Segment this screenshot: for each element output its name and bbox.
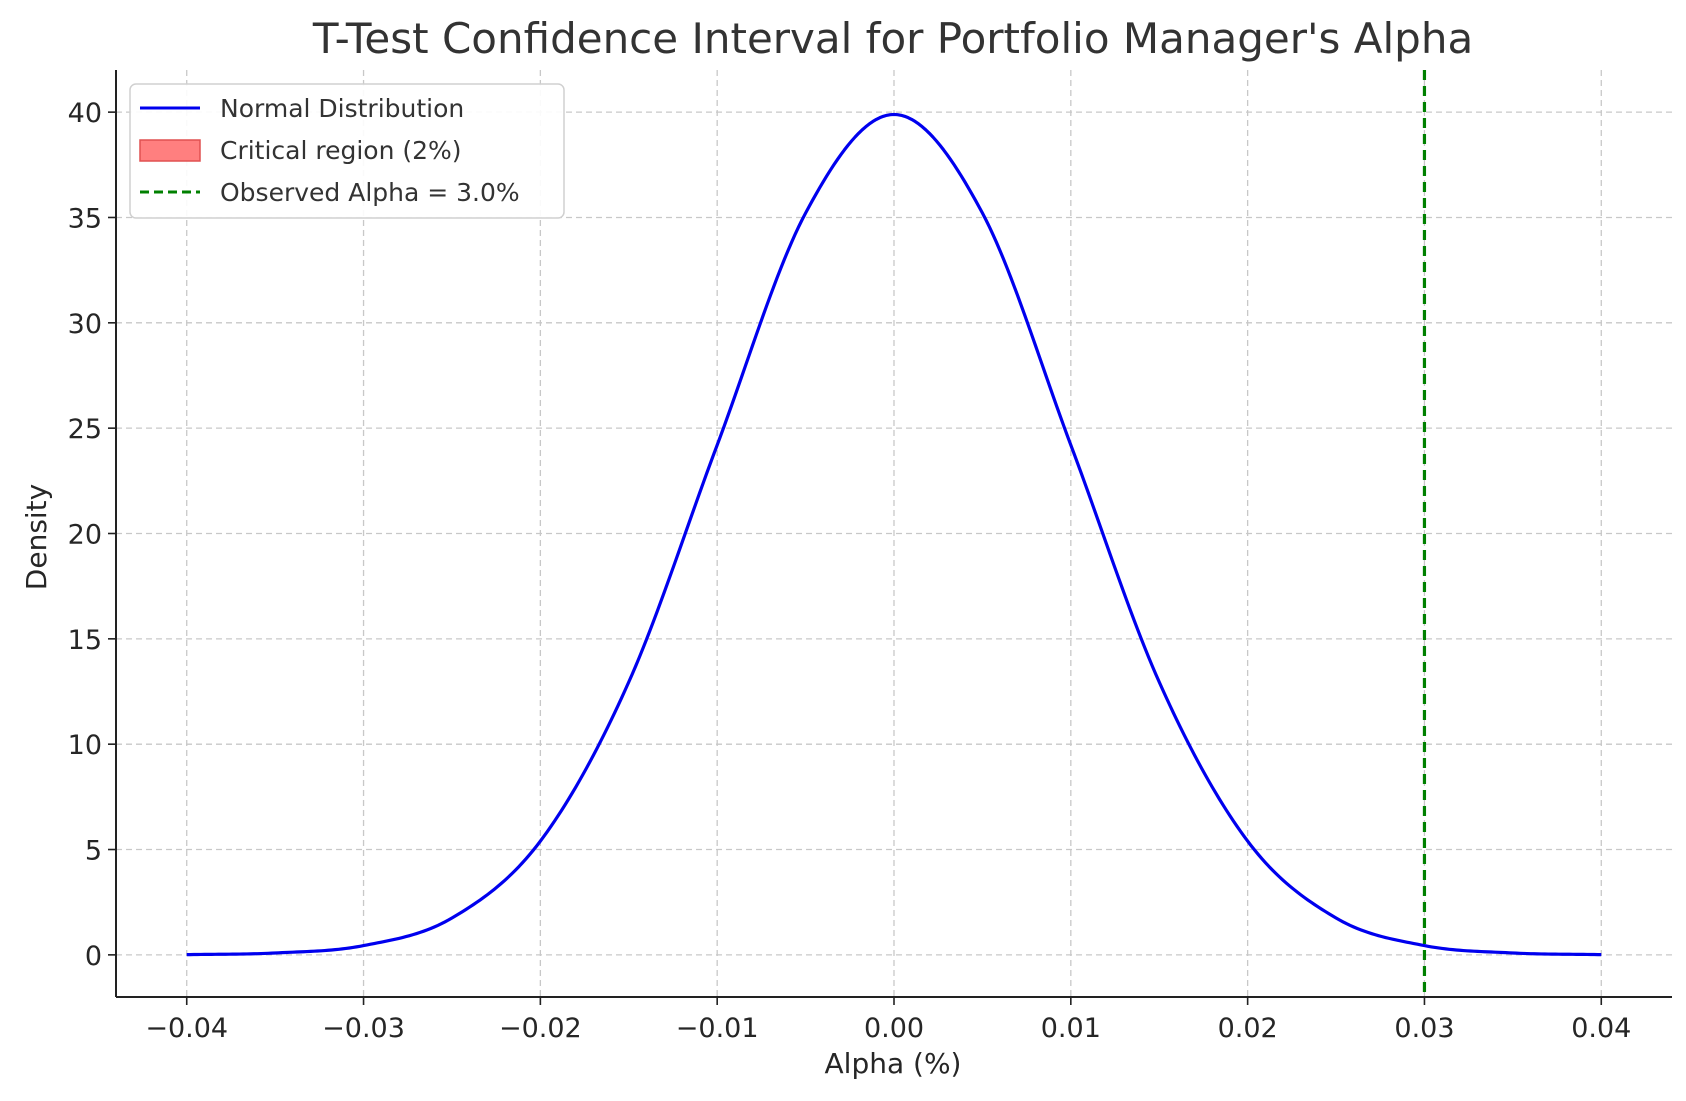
normal-distribution-point: [1600, 953, 1603, 956]
x-tick-label: −0.02: [499, 1013, 582, 1044]
normal-distribution-point: [1335, 916, 1338, 919]
normal-distribution-point: [1511, 951, 1514, 954]
normal-distribution-point: [1069, 444, 1072, 447]
x-tick-label: 0.03: [1394, 1013, 1454, 1044]
x-tick-label: −0.04: [145, 1013, 228, 1044]
legend-label-critical: Critical region (2%): [220, 136, 462, 165]
y-tick-label: 30: [68, 309, 102, 340]
legend-label-observed: Observed Alpha = 3.0%: [220, 178, 520, 207]
normal-distribution-point: [804, 212, 807, 215]
normal-distribution-point: [362, 944, 365, 947]
legend-box: [129, 83, 565, 219]
y-tick-label: 25: [68, 414, 102, 445]
x-tick-label: −0.03: [322, 1013, 405, 1044]
y-tick-label: 35: [68, 203, 102, 234]
normal-distribution-point: [274, 951, 277, 954]
legend-label-normal: Normal Distribution: [220, 94, 464, 123]
normal-distribution-point: [450, 916, 453, 919]
x-axis-label: Alpha (%): [825, 1047, 962, 1080]
x-tick-label: −0.01: [676, 1013, 759, 1044]
normal-distribution-point: [981, 212, 984, 215]
normal-distribution-line: [186, 112, 1602, 957]
normal-distribution-point: [1246, 840, 1249, 843]
legend: Normal Distribution Critical region (2%)…: [129, 83, 565, 219]
grid: [116, 70, 1672, 997]
x-tick-label: 0.02: [1218, 1013, 1278, 1044]
y-tick-label: 0: [85, 941, 102, 972]
normal-distribution-point: [185, 953, 188, 956]
normal-distribution-point: [1423, 944, 1426, 947]
chart-title: T-Test Confidence Interval for Portfolio…: [312, 14, 1473, 63]
x-tick-label: 0.01: [1041, 1013, 1101, 1044]
x-tick-label: 0.00: [864, 1013, 924, 1044]
y-axis-label: Density: [20, 484, 53, 590]
plot-area: [185, 70, 1603, 997]
normal-distribution-point: [716, 444, 719, 447]
axis-ticks: −0.04 −0.03 −0.02 −0.01 0.00 0.01 0.02 0.03 0.04…: [68, 98, 1632, 1044]
y-tick-label: 40: [68, 98, 102, 129]
normal-distribution-point: [539, 840, 542, 843]
normal-distribution-point: [893, 113, 896, 116]
normal-distribution-point: [627, 681, 630, 684]
y-tick-label: 10: [68, 730, 102, 761]
y-tick-label: 5: [85, 836, 102, 867]
x-tick-label: 0.04: [1571, 1013, 1631, 1044]
legend-swatch-critical: [139, 139, 201, 162]
y-tick-label: 20: [68, 520, 102, 551]
normal-distribution-point: [1158, 681, 1161, 684]
y-tick-label: 15: [68, 625, 102, 656]
